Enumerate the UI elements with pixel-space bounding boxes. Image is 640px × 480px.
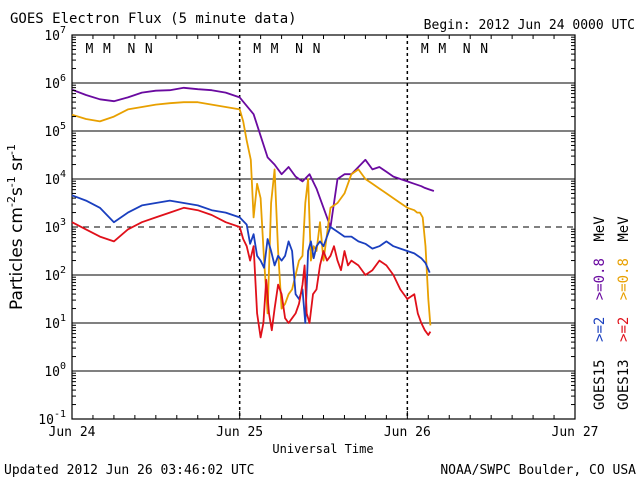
day-marker: M — [86, 42, 94, 57]
y-tick-label: 107 — [44, 25, 66, 44]
y-tick-label: 10-1 — [38, 409, 66, 428]
day-marker: M — [253, 42, 261, 57]
day-marker: N — [127, 42, 135, 57]
day-marker: N — [145, 42, 153, 57]
legend-goes13-08mev: >=0.8 — [616, 258, 632, 300]
y-tick-label: 100 — [44, 361, 66, 380]
legend-goes15-08mev: >=0.8 — [592, 258, 608, 300]
credit: NOAA/SWPC Boulder, CO USA — [440, 463, 636, 478]
day-marker: M — [438, 42, 446, 57]
legend-unit: MeV — [592, 216, 608, 242]
day-marker: N — [295, 42, 303, 57]
series-line-3 — [71, 206, 432, 339]
x-axis-label: Universal Time — [272, 442, 373, 456]
y-tick-label: 103 — [44, 217, 66, 236]
legend-goes13-2mev: >=2 — [616, 317, 632, 342]
legend-unit-2: MeV — [616, 216, 632, 242]
x-tick-label: Jun 25 — [216, 425, 263, 440]
series-line-2 — [71, 194, 431, 324]
legend-goes15: GOES15 >=2 >=0.8 MeV — [592, 216, 608, 410]
y-tick-label: 105 — [44, 121, 66, 140]
x-tick-label: Jun 26 — [384, 425, 431, 440]
day-marker: M — [103, 42, 111, 57]
y-tick-label: 102 — [44, 265, 66, 284]
day-marker: M — [421, 42, 429, 57]
series-line-0 — [71, 86, 435, 228]
series-line-1 — [71, 101, 432, 326]
y-tick-label: 101 — [44, 313, 66, 332]
legend-goes15-2mev: >=2 — [592, 317, 608, 342]
y-tick-label: 104 — [44, 169, 66, 188]
y-axis-label: Particles cm-2s-1 sr-1 — [5, 144, 27, 310]
day-marker: N — [480, 42, 488, 57]
legend-goes13: GOES13 >=2 >=0.8 MeV — [616, 216, 632, 410]
day-marker: N — [463, 42, 471, 57]
begin-date: Begin: 2012 Jun 24 0000 UTC — [424, 18, 635, 33]
y-tick-label: 106 — [44, 73, 66, 92]
legend: GOES15 >=2 >=0.8 MeV GOES13 >=2 >=0.8 Me… — [592, 216, 632, 410]
x-tick-label: Jun 24 — [49, 425, 96, 440]
chart-title: GOES Electron Flux (5 minute data) — [10, 11, 297, 27]
x-tick-label: Jun 27 — [552, 425, 599, 440]
day-marker: M — [271, 42, 279, 57]
updated-timestamp: Updated 2012 Jun 26 03:46:02 UTC — [4, 463, 254, 478]
day-marker: N — [313, 42, 321, 57]
